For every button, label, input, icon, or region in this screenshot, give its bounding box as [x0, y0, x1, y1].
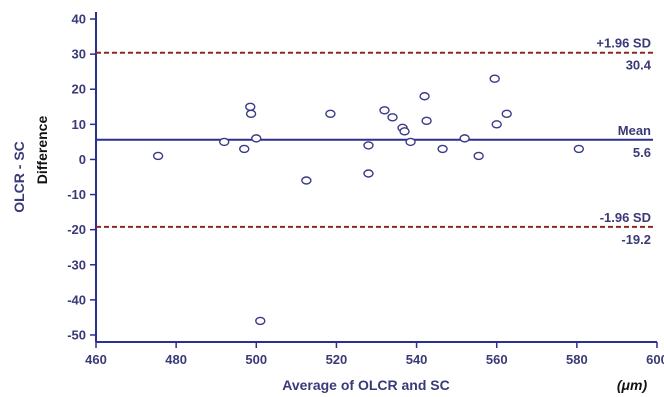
- reference-line-value: -19.2: [621, 232, 651, 247]
- data-point: [387, 113, 398, 122]
- y-tick-label: -30: [67, 257, 86, 272]
- x-tick-label: 580: [566, 352, 588, 367]
- data-points: [152, 74, 585, 326]
- y-tick-label: 20: [72, 82, 86, 97]
- data-point: [251, 134, 262, 143]
- y-axis-subtitle: Difference: [34, 116, 50, 185]
- y-tick-label: -10: [67, 187, 86, 202]
- axis-labels: Average of OLCR and SC (μm) OLCR - SC Diffe…: [11, 116, 647, 393]
- reference-line-value: 30.4: [626, 58, 652, 73]
- data-point: [491, 120, 502, 129]
- data-point: [301, 176, 312, 185]
- y-tick-label: 0: [79, 152, 86, 167]
- x-tick-label: 460: [85, 352, 107, 367]
- x-axis-title: Average of OLCR and SC: [282, 377, 450, 393]
- data-point: [325, 109, 336, 119]
- data-point: [459, 134, 470, 143]
- axes-group: 40 30 20 10 0 -10 -20 -30 -40 -50 460 480 500 520 540 5…: [67, 12, 664, 367]
- data-point: [239, 144, 250, 154]
- data-point: [245, 109, 257, 119]
- data-point: [363, 141, 374, 150]
- x-tick-label: 480: [165, 352, 187, 367]
- x-tick-label: 540: [406, 352, 428, 367]
- data-point: [437, 144, 448, 154]
- data-point: [152, 151, 164, 161]
- data-point: [405, 137, 416, 147]
- data-point: [379, 106, 390, 115]
- y-tick-label: -50: [67, 327, 86, 342]
- reference-line-label: Mean: [618, 123, 651, 138]
- data-point: [255, 316, 266, 326]
- x-tick-label: 500: [245, 352, 267, 367]
- data-point: [245, 102, 256, 111]
- data-point: [573, 144, 585, 154]
- data-point: [489, 74, 500, 83]
- data-point: [421, 116, 432, 126]
- y-tick-label: 10: [72, 117, 86, 132]
- data-point: [219, 137, 230, 147]
- reference-line-label: +1.96 SD: [596, 36, 651, 51]
- y-axis-title: OLCR - SC: [11, 141, 27, 213]
- y-tick-label: -40: [67, 292, 86, 307]
- x-tick-label: 600: [646, 352, 664, 367]
- data-point: [501, 109, 512, 119]
- y-tick-label: 40: [72, 12, 86, 27]
- y-tick-label: 30: [72, 47, 86, 62]
- x-axis-unit: (μm): [617, 377, 648, 393]
- data-point: [473, 151, 484, 161]
- data-point: [363, 169, 374, 178]
- data-point: [399, 127, 410, 136]
- data-point: [419, 92, 430, 101]
- reference-line-label: -1.96 SD: [600, 210, 651, 225]
- reference-lines: +1.96 SD 30.4 Mean 5.6 -1.96 SD -19.2: [96, 36, 653, 247]
- x-tick-label: 560: [486, 352, 508, 367]
- reference-line-value: 5.6: [633, 145, 651, 160]
- y-tick-label: -20: [67, 222, 86, 237]
- x-tick-label: 520: [326, 352, 348, 367]
